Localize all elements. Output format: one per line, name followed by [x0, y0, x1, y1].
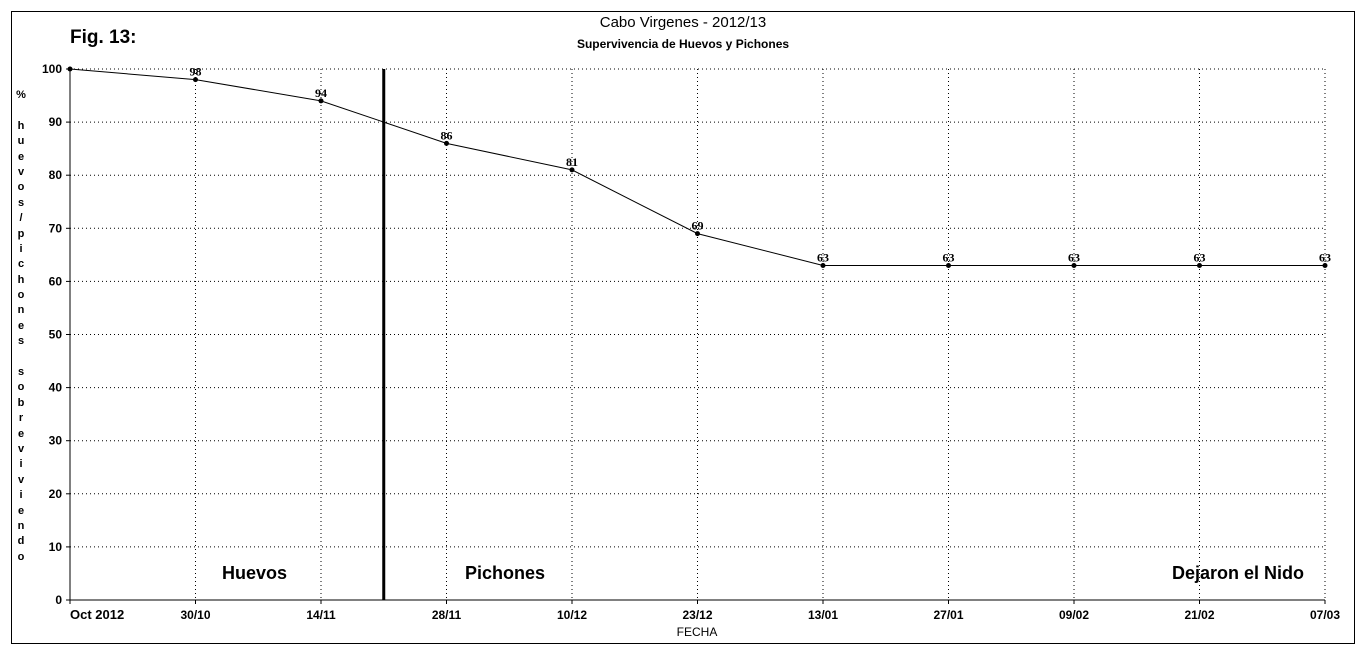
data-point	[1322, 262, 1328, 268]
y-tick-label: 100	[42, 62, 62, 76]
x-tick-label: 30/10	[180, 608, 210, 622]
x-tick-label: 28/11	[432, 608, 462, 622]
x-tick-label: 10/12	[557, 608, 587, 622]
y-tick-label: 0	[55, 593, 62, 607]
data-label: 81	[566, 155, 578, 169]
data-point	[820, 262, 826, 268]
data-label: 86	[441, 128, 453, 142]
data-point	[444, 140, 449, 146]
x-axis-label: FECHA	[676, 625, 718, 639]
data-label: 63	[1068, 250, 1080, 264]
region-label-huevos: Huevos	[222, 563, 288, 583]
y-tick-label: 90	[49, 115, 63, 129]
y-tick-label: 40	[49, 381, 63, 395]
region-label-dejaron-el-nido: Dejaron el Nido	[1172, 563, 1305, 583]
y-tick-label: 80	[49, 168, 63, 182]
data-label: 69	[692, 219, 704, 233]
data-label: 63	[1319, 250, 1331, 264]
data-point	[67, 66, 73, 72]
data-label: 63	[943, 250, 955, 264]
x-tick-label: 07/03	[1310, 608, 1340, 622]
data-point	[318, 98, 324, 104]
y-tick-label: 20	[49, 487, 63, 501]
x-tick-label: 14/11	[306, 608, 336, 622]
data-label: 63	[817, 250, 829, 264]
x-tick-label: 23/12	[682, 608, 712, 622]
chart-title: Cabo Virgenes - 2012/13	[599, 14, 767, 31]
y-tick-label: 70	[49, 221, 63, 235]
data-point	[695, 231, 700, 237]
data-point	[946, 262, 951, 268]
data-point	[193, 77, 198, 83]
data-label: 63	[1194, 250, 1206, 264]
region-label-pichones: Pichones	[465, 563, 546, 583]
data-point	[569, 167, 575, 173]
data-label: 94	[315, 86, 327, 100]
chart-frame	[11, 11, 1355, 644]
y-tick-label: 30	[49, 434, 63, 448]
x-tick-label: 21/02	[1184, 608, 1214, 622]
chart-subtitle: Supervivencia de Huevos y Pichones	[576, 37, 790, 51]
data-label: 98	[190, 65, 202, 79]
data-point	[1071, 262, 1077, 268]
y-tick-label: 60	[49, 274, 63, 288]
y-tick-label: 50	[49, 328, 63, 342]
figure-label: Fig. 13:	[70, 27, 137, 48]
y-tick-label: 10	[49, 540, 63, 554]
x-tick-label: 09/02	[1059, 608, 1089, 622]
x-tick-label: Oct 2012	[70, 607, 124, 622]
x-tick-label: 27/01	[933, 608, 963, 622]
data-point	[1197, 262, 1202, 268]
x-tick-label: 13/01	[808, 608, 838, 622]
